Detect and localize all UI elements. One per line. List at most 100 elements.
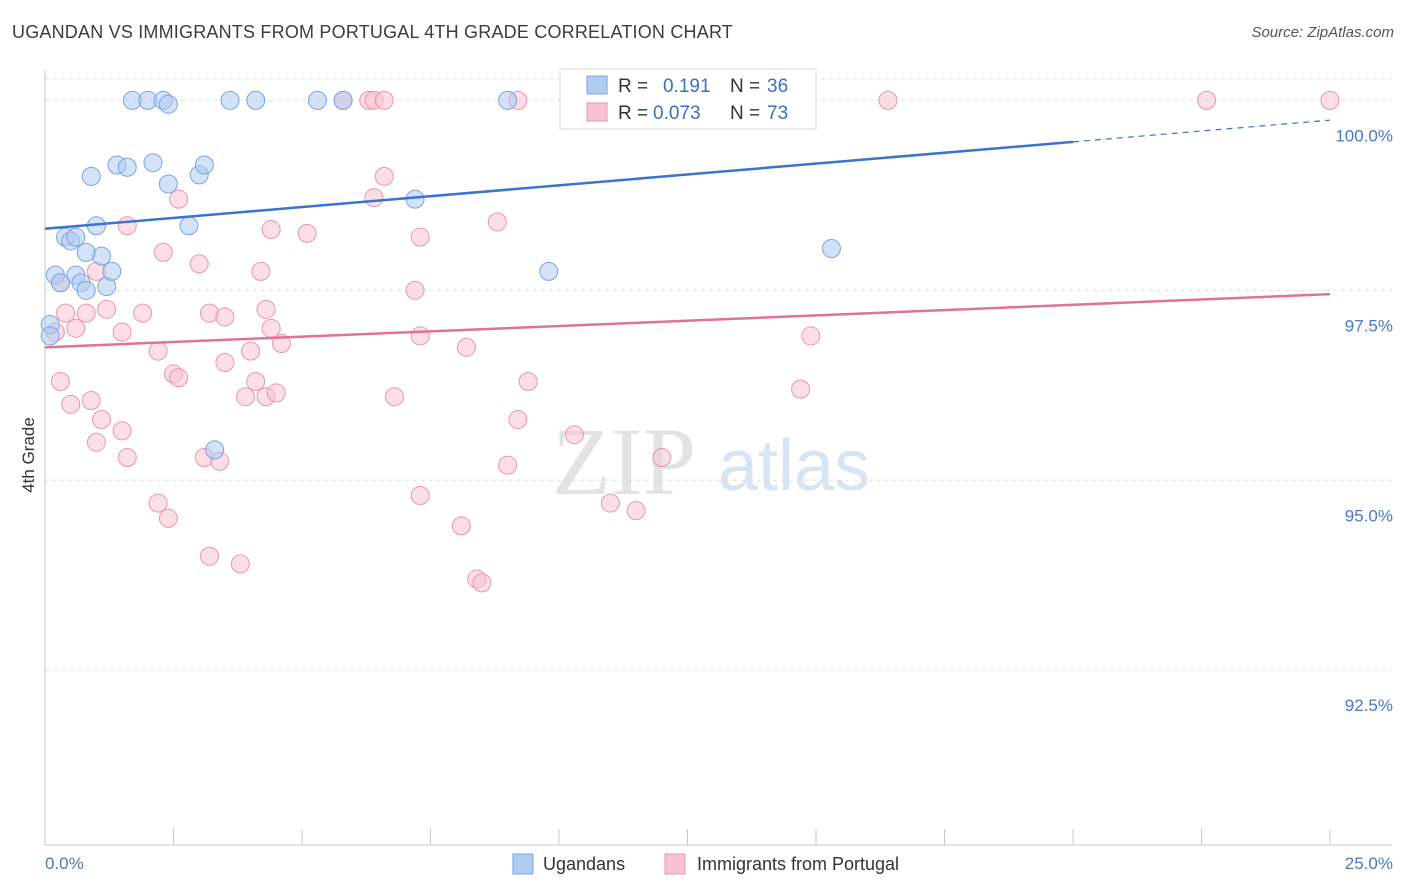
portugal-point — [472, 573, 492, 593]
trend-line-ugandans — [44, 140, 1074, 231]
portugal-point — [385, 387, 405, 407]
portugal-point — [76, 303, 96, 323]
portugal-point — [801, 326, 821, 346]
bottom-legend: Ugandans Immigrants from Portugal — [512, 853, 899, 875]
portugal-point — [487, 212, 507, 232]
portugal-point — [564, 425, 584, 445]
legend-r-value-1: 0.191 — [663, 76, 711, 97]
portugal-point — [117, 448, 137, 467]
portugal-point — [791, 379, 811, 399]
source-label: Source: ZipAtlas.com — [1251, 24, 1394, 41]
portugal-point — [518, 372, 538, 392]
portugal-point — [1197, 90, 1217, 110]
portugal-point — [246, 372, 266, 392]
ugandans-point — [333, 90, 353, 110]
portugal-point — [364, 188, 384, 208]
portugal-point — [374, 166, 394, 186]
ugandans-point — [158, 94, 178, 114]
portugal-point — [271, 334, 291, 354]
y-tick-label: 100.0% — [1335, 126, 1393, 145]
legend-n-label-1: N = — [730, 76, 760, 97]
portugal-point — [148, 341, 168, 361]
ugandans-point — [143, 153, 163, 173]
portugal-point — [251, 261, 271, 281]
portugal-point — [148, 493, 168, 513]
portugal-point — [112, 421, 132, 441]
portugal-point — [410, 485, 430, 505]
portugal-point — [405, 280, 425, 300]
x-tick-label: 25.0% — [1345, 854, 1393, 873]
legend-r-label-1: R = — [618, 76, 648, 97]
bottom-legend-swatch-portugal — [664, 853, 686, 875]
portugal-point — [61, 394, 81, 414]
y-tick-label: 95.0% — [1345, 506, 1393, 525]
ugandans-point — [50, 273, 70, 293]
portugal-point — [261, 318, 281, 338]
portugal-point — [266, 383, 286, 403]
portugal-point — [189, 254, 209, 274]
portugal-point — [410, 326, 430, 346]
axes — [44, 70, 1392, 846]
bottom-legend-swatch-ugandans — [512, 853, 534, 875]
ugandans-point — [194, 155, 214, 175]
portugal-point — [1320, 90, 1340, 110]
ugandans-point — [539, 261, 559, 281]
ugandans-point — [246, 90, 266, 110]
portugal-point — [626, 501, 646, 521]
portugal-point — [600, 493, 620, 513]
portugal-point — [92, 410, 112, 430]
watermark-zip: ZIP — [552, 408, 696, 515]
trend-line-ugandans-extension — [1072, 119, 1331, 143]
y-tick-label: 92.5% — [1345, 696, 1393, 715]
portugal-point — [117, 216, 137, 236]
portugal-point — [133, 303, 153, 323]
legend-n-label-2: N = — [730, 103, 760, 124]
portugal-point — [158, 508, 178, 528]
ugandans-point — [220, 90, 240, 110]
legend-swatch-ugandans — [586, 75, 608, 95]
portugal-point — [374, 90, 394, 110]
ugandans-point — [498, 90, 518, 110]
y-axis-label: 4th Grade — [19, 417, 38, 493]
portugal-point — [456, 337, 476, 357]
ugandans-point — [205, 440, 225, 460]
ugandans-point — [158, 174, 178, 194]
y-tick-labels: 92.5% 95.0% 97.5% 100.0% — [1335, 126, 1393, 715]
legend-n-value-1: 36 — [767, 76, 788, 97]
ugandans-point — [117, 157, 137, 177]
x-tick-labels: 0.0% 25.0% — [45, 854, 1393, 873]
legend: R = 0.191 N = 36 R = 0.073 N = 73 — [559, 68, 817, 130]
portugal-point — [652, 448, 672, 467]
portugal-point — [199, 546, 219, 566]
portugal-point — [256, 299, 276, 319]
portugal-point — [297, 223, 317, 243]
portugal-point — [153, 242, 173, 262]
ugandans-point — [66, 227, 86, 247]
portugal-point — [169, 189, 189, 209]
portugal-point — [56, 303, 76, 323]
watermark-atlas: atlas — [718, 426, 870, 506]
portugal-point — [241, 341, 261, 361]
ugandans-point — [307, 90, 327, 110]
portugal-point — [508, 410, 528, 430]
x-tick-label: 0.0% — [45, 854, 84, 873]
ugandans-point — [76, 280, 96, 300]
portugal-point — [169, 368, 189, 388]
portugal-point — [261, 220, 281, 240]
legend-r-value-2: 0.073 — [653, 103, 701, 124]
legend-swatch-portugal — [586, 102, 608, 122]
ugandans-point — [821, 239, 841, 259]
series-ugandans-points — [40, 90, 841, 460]
portugal-point — [86, 432, 106, 452]
portugal-point — [97, 299, 117, 319]
y-tick-label: 97.5% — [1345, 316, 1393, 335]
portugal-point — [112, 322, 132, 342]
ugandans-point — [179, 216, 199, 236]
chart-title: UGANDAN VS IMMIGRANTS FROM PORTUGAL 4TH … — [12, 22, 734, 42]
legend-r-label-2: R = — [618, 103, 648, 124]
portugal-point — [81, 391, 101, 411]
ugandans-point — [102, 261, 122, 281]
portugal-point — [230, 554, 250, 574]
portugal-point — [235, 387, 255, 407]
